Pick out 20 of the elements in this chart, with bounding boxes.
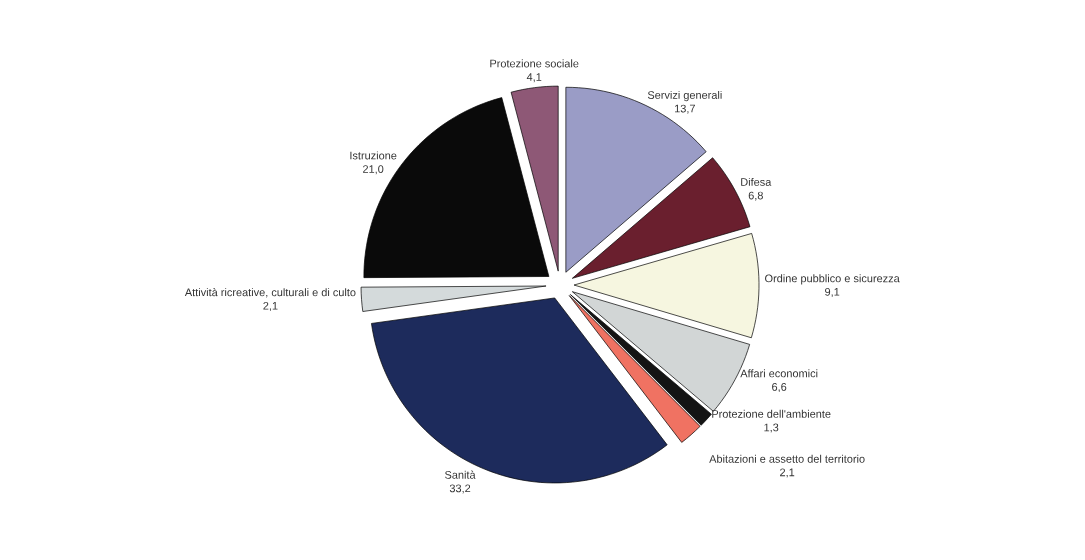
data-label: 33,2 bbox=[449, 484, 471, 494]
slice-label: Istruzione bbox=[350, 151, 397, 160]
data-label: 2,1 bbox=[263, 301, 278, 311]
slice-label: Sanità bbox=[445, 470, 476, 479]
slice-label: Servizi generali bbox=[647, 90, 722, 102]
data-label: 9,1 bbox=[825, 287, 840, 298]
data-label: 6,8 bbox=[748, 191, 763, 201]
data-label: 4,1 bbox=[526, 73, 542, 83]
data-label: 2,1 bbox=[780, 468, 795, 478]
slice-label: Abitazioni e assetto del territorio bbox=[709, 454, 865, 463]
slice-label: Affari economici bbox=[740, 369, 818, 378]
slice-label: Protezione sociale bbox=[490, 59, 579, 68]
data-label: 6,6 bbox=[772, 383, 787, 393]
slice-label: Attività ricreative, culturali e di culto bbox=[184, 288, 356, 298]
slice-label: Ordine pubblico e sicurezza bbox=[765, 274, 900, 285]
data-label: 13,7 bbox=[675, 104, 695, 114]
data-label: 21,0 bbox=[363, 165, 384, 175]
data-label: 1,3 bbox=[764, 423, 779, 433]
slice-label: Protezione dell'ambiente bbox=[712, 409, 831, 418]
slice-label: Difesa bbox=[741, 177, 772, 186]
